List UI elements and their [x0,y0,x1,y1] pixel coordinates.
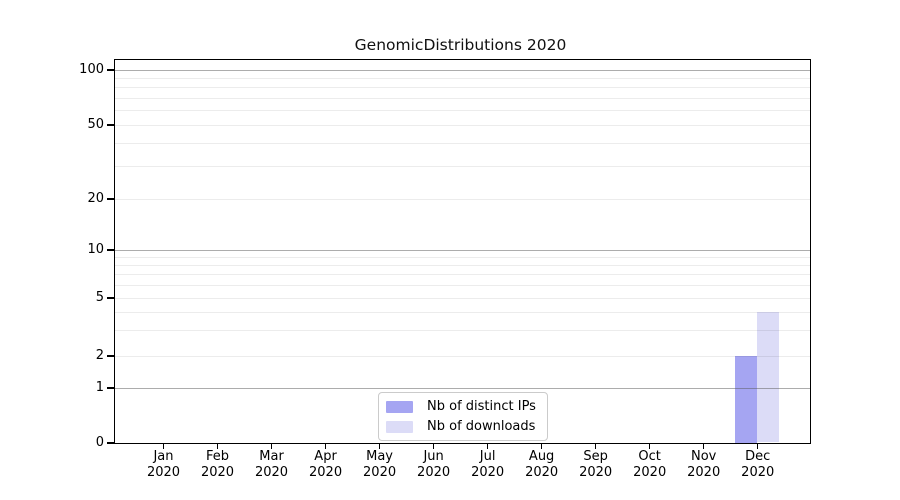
month-label: Oct [638,449,661,464]
legend-label: Nb of distinct IPs [427,399,536,414]
x-tick-mark-may [378,444,381,449]
year-label: 2020 [687,464,721,480]
x-tick-label-feb: Feb 2020 [188,449,248,480]
x-tick-label-may: May 2020 [350,449,410,480]
year-label: 2020 [741,464,775,480]
minor-gridline-8 [114,264,810,266]
x-tick-label-jun: Jun 2020 [404,449,464,480]
major-gridline-1 [114,387,810,389]
month-label: Nov [691,449,717,464]
minor-gridline-80 [114,87,810,89]
legend-label: Nb of downloads [427,419,536,434]
month-label: Mar [259,449,284,464]
gridlines-layer [114,60,810,443]
y-tick-label-0: 0 [95,435,104,450]
y-tick-mark-50 [107,124,114,126]
minor-gridline-4 [114,311,810,313]
y-tick-mark-20 [107,198,114,200]
minor-gridline-90 [114,77,810,79]
x-tick-label-jan: Jan 2020 [134,449,194,480]
chart-title: GenomicDistributions 2020 [354,36,567,54]
x-tick-label-oct: Oct 2020 [620,449,680,480]
month-label: Aug [528,449,555,464]
minor-gridline-3 [114,329,810,331]
minor-gridline-70 [114,97,810,99]
y-tick-mark-5 [107,297,114,299]
bar-nb-of-distinct-ips-dec [735,355,758,443]
minor-gridline-30 [114,165,810,167]
x-tick-label-dec: Dec 2020 [728,449,788,480]
y-tick-label-2: 2 [95,348,104,363]
year-label: 2020 [579,464,613,480]
month-label: Apr [314,449,337,464]
legend-swatch [386,420,413,433]
y-tick-label-50: 50 [87,117,104,132]
x-tick-mark-jul [486,444,489,449]
minor-gridline-2 [114,355,810,357]
x-tick-label-mar: Mar 2020 [242,449,302,480]
minor-gridline-9 [114,256,810,258]
minor-gridline-5 [114,297,810,299]
x-tick-mark-jan [162,444,165,449]
x-tick-label-nov: Nov 2020 [674,449,734,480]
legend-swatch [386,400,413,413]
month-label: Jul [479,449,496,464]
year-label: 2020 [471,464,505,480]
x-tick-label-apr: Apr 2020 [296,449,356,480]
year-label: 2020 [309,464,343,480]
month-label: Jan [153,449,174,464]
minor-gridline-7 [114,274,810,276]
minor-gridline-6 [114,284,810,286]
major-gridline-100 [114,69,810,71]
x-tick-mark-jun [432,444,435,449]
legend-item-nb-of-distinct-ips: Nb of distinct IPs [386,399,536,414]
minor-gridline-60 [114,110,810,112]
year-label: 2020 [146,464,181,480]
year-label: 2020 [633,464,667,480]
y-tick-mark-1 [107,387,114,389]
plot-area [113,58,811,444]
month-label: Dec [745,449,771,464]
y-tick-mark-2 [107,355,114,357]
x-tick-mark-apr [324,444,327,449]
y-tick-label-1: 1 [95,380,104,395]
minor-gridline-50 [114,124,810,126]
x-tick-mark-nov [702,444,705,449]
month-label: Sep [583,449,608,464]
y-tick-label-100: 100 [79,62,104,77]
y-tick-label-10: 10 [87,242,104,257]
major-gridline-10 [114,249,810,251]
bar-nb-of-downloads-dec [757,311,780,443]
legend: Nb of distinct IPs Nb of downloads [378,392,548,441]
x-tick-label-jul: Jul 2020 [458,449,518,480]
y-tick-mark-10 [107,249,114,251]
x-tick-mark-mar [270,444,273,449]
month-label: Jun [423,449,444,464]
x-tick-label-aug: Aug 2020 [512,449,572,480]
bars-layer [115,60,810,443]
year-label: 2020 [417,464,451,480]
year-label: 2020 [363,464,397,480]
year-label: 2020 [525,464,559,480]
year-label: 2020 [254,464,289,480]
minor-gridline-40 [114,142,810,144]
x-tick-mark-dec [756,444,759,449]
y-tick-mark-0 [107,442,114,444]
x-tick-mark-sep [594,444,597,449]
month-label: May [366,449,394,464]
month-label: Feb [206,449,230,464]
legend-item-nb-of-downloads: Nb of downloads [386,419,536,434]
x-tick-label-sep: Sep 2020 [566,449,626,480]
x-tick-mark-aug [540,444,543,449]
y-tick-mark-100 [107,69,114,71]
year-label: 2020 [200,464,235,480]
minor-gridline-20 [114,198,810,200]
y-tick-label-5: 5 [95,290,104,305]
y-tick-label-20: 20 [87,191,104,206]
x-tick-mark-feb [216,444,219,449]
x-tick-mark-oct [648,444,651,449]
